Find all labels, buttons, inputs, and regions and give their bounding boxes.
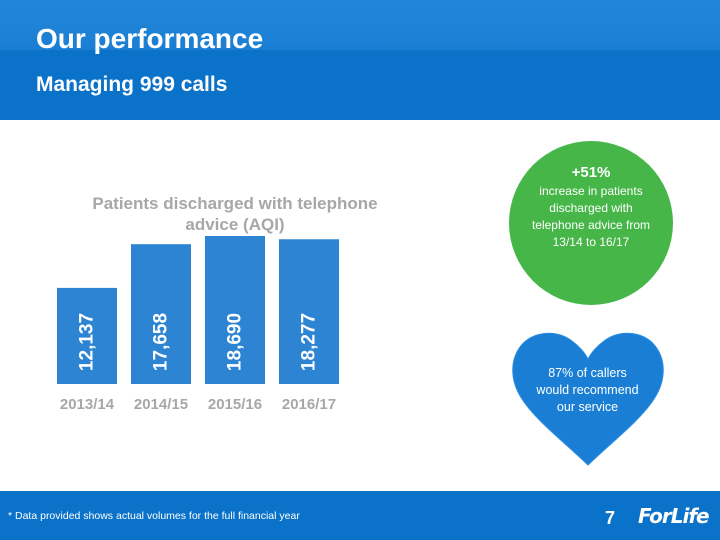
growth-callout: +51% increase in patients discharged wit… xyxy=(522,163,660,251)
x-tick-label: 2016/17 xyxy=(282,396,336,413)
growth-value: +51% xyxy=(571,164,611,181)
page-title: Our performance xyxy=(36,23,264,54)
bar-value-label: 18,277 xyxy=(299,313,320,371)
footer-bar xyxy=(0,491,720,540)
bar-value-label: 12,137 xyxy=(77,313,98,371)
bar-2014/15 xyxy=(131,244,191,384)
page-number: 7 xyxy=(605,508,616,528)
bar-value-label: 18,690 xyxy=(225,313,246,371)
heart-shape xyxy=(512,332,664,466)
bar-2015/16 xyxy=(205,236,265,384)
footnote: * Data provided shows actual volumes for… xyxy=(8,510,300,522)
chart-title: Patients discharged with telephone advic… xyxy=(92,194,378,234)
page-subtitle: Managing 999 calls xyxy=(36,73,228,96)
bar-2016/17 xyxy=(279,239,339,384)
heart-icon xyxy=(512,332,664,466)
header-top-band xyxy=(0,0,720,50)
x-tick-label: 2015/16 xyxy=(208,396,262,413)
growth-circle xyxy=(509,141,673,305)
bar-2013/14 xyxy=(57,287,117,384)
x-tick-label: 2014/15 xyxy=(134,396,188,413)
header-banner xyxy=(0,0,720,120)
growth-description: increase in patients discharged with tel… xyxy=(531,184,651,249)
recommend-callout: 87% of callers would recommend our servi… xyxy=(536,366,639,414)
bar-value-label: 17,658 xyxy=(151,313,172,371)
x-tick-label: 2013/14 xyxy=(60,396,115,413)
forlife-logo: ForLife xyxy=(638,504,710,528)
